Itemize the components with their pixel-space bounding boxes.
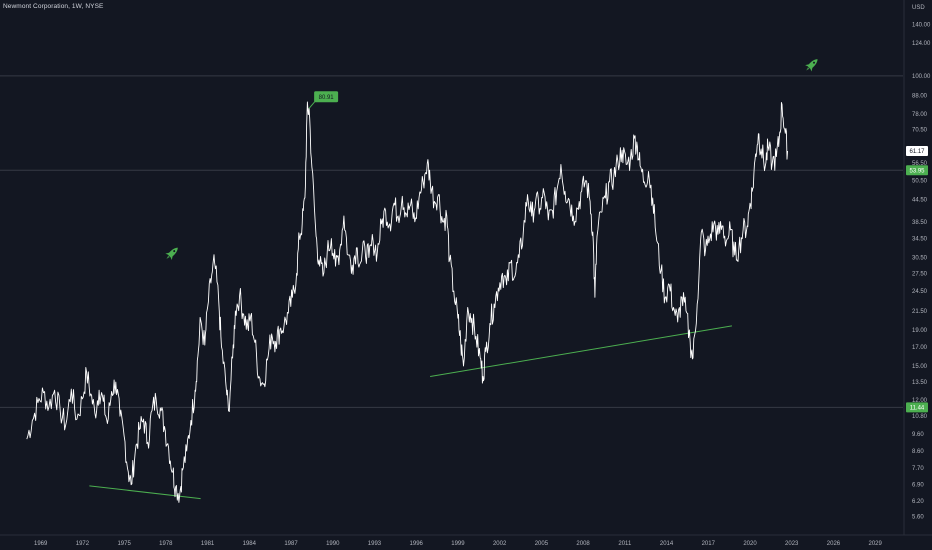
price-line [26,101,789,503]
price-series [26,101,789,503]
price-tick-label: 24.50 [912,289,928,295]
time-tick-label: 1993 [368,541,382,547]
price-axis[interactable]: USD 140.00 124.00 100.00 88.00 78.00 70.50 56.… [912,5,931,521]
price-tick-label: 27.50 [912,271,928,277]
price-tick-label: 6.20 [912,499,924,505]
price-tick-label: 21.50 [912,309,928,315]
time-tick-label: 1972 [76,541,90,547]
price-tick-label: 12.00 [912,398,928,404]
price-tick-label: 100.00 [912,74,931,80]
time-tick-label: 1987 [284,541,298,547]
time-tick-label: 1999 [451,541,465,547]
time-tick-label: 1990 [326,541,340,547]
rocket-flame [806,67,810,71]
time-tick-label: 2029 [869,541,883,547]
rocket-body [807,59,818,70]
price-tick-label: 30.50 [912,255,928,261]
chart-title: Newmont Corporation, 1W, NYSE [3,3,104,10]
price-tick-label: 5.60 [912,515,924,521]
price-tick-label: 124.00 [912,41,931,47]
trendlines [89,325,733,500]
price-axis-unit: USD [912,5,925,11]
peak-price-marker: 80.91 [308,91,339,109]
price-tick-label: 140.00 [912,22,931,28]
price-tick-label: 6.90 [912,483,924,489]
price-tick-label: 8.60 [912,449,924,455]
time-axis[interactable]: 1969 1972 1975 1978 1981 1984 1987 1990 1993 1996… [34,541,883,547]
price-tick-label: 34.50 [912,237,928,243]
price-tick-label: 50.50 [912,178,928,184]
time-tick-label: 2011 [618,541,632,547]
price-tick-label: 17.00 [912,345,928,351]
price-tick-label: 56.50 [912,161,928,167]
price-tick-label: 9.60 [912,432,924,438]
trendline [430,325,733,378]
time-tick-label: 2017 [702,541,716,547]
time-tick-label: 2005 [535,541,549,547]
time-tick-label: 1975 [117,541,131,547]
time-tick-label: 1969 [34,541,48,547]
time-tick-label: 2026 [827,541,841,547]
price-tick-label: 19.00 [912,328,928,334]
time-tick-label: 1984 [243,541,257,547]
price-tick-label: 10.80 [912,414,928,420]
time-tick-label: 2002 [493,541,507,547]
time-tick-label: 2020 [743,541,757,547]
price-label-text: 53.95 [909,168,925,174]
time-tick-label: 2008 [576,541,590,547]
time-tick-label: 1996 [410,541,424,547]
price-tick-label: 88.00 [912,93,928,99]
price-tick-label: 38.50 [912,220,928,226]
time-tick-label: 1978 [159,541,173,547]
price-label-badge [906,165,928,176]
marker-badge [314,91,339,103]
rocket-window [173,250,176,253]
price-tick-label: 78.00 [912,112,928,118]
price-tick-label: 7.70 [912,466,924,472]
time-tick-label: 1981 [201,541,215,547]
trendline [89,485,201,500]
price-label-badge [906,146,928,157]
price-tick-label: 70.50 [912,127,928,133]
rocket-body [167,247,178,258]
marker-label: 80.91 [319,95,335,101]
price-tick-label: 13.50 [912,380,928,386]
time-tick-label: 2023 [785,541,799,547]
rocket-window [813,61,816,64]
price-label-badge [906,402,928,413]
rocket-flame [166,255,170,259]
price-label-text: 61.17 [909,149,925,155]
price-tick-label: 15.00 [912,364,928,370]
horizontal-levels [0,75,903,408]
price-tick-label: 44.50 [912,198,928,204]
time-tick-label: 2014 [660,541,674,547]
price-label-text: 11.44 [910,406,925,412]
marker-pointer [308,100,316,109]
price-labels: 61.17 53.95 11.44 [906,146,928,413]
